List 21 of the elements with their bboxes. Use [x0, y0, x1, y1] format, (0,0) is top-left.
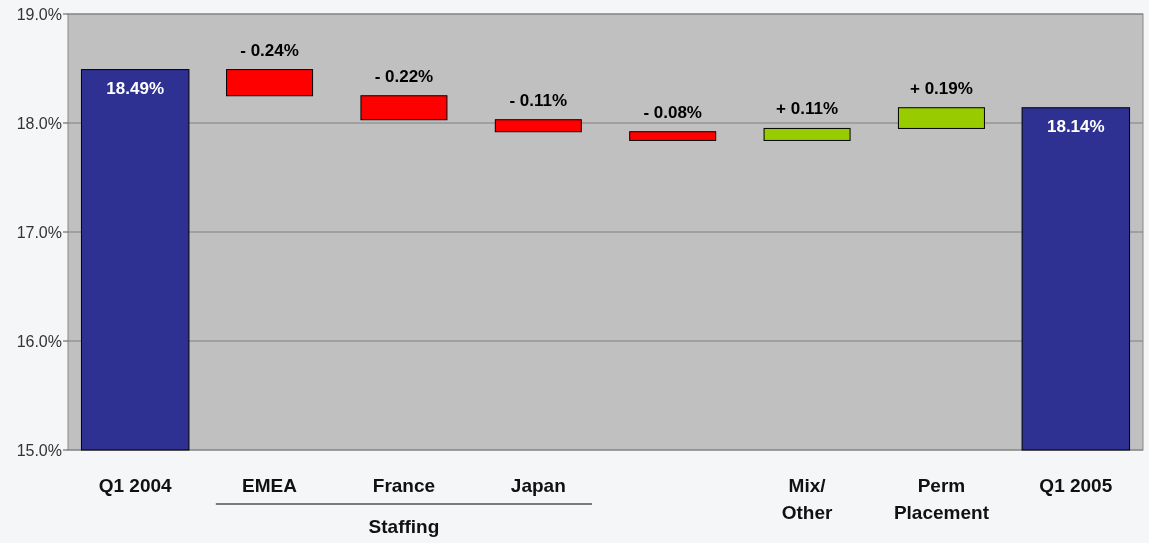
data-label: 18.49%	[106, 78, 165, 98]
y-tick-label: 18.0%	[16, 114, 62, 132]
data-label: - 0.11%	[509, 90, 568, 110]
y-tick-label: 17.0%	[16, 223, 62, 241]
data-label: - 0.22%	[374, 66, 434, 86]
y-tick-label: 15.0%	[16, 441, 62, 459]
x-tick-label: France	[372, 475, 436, 496]
x-tick-label: Q1 2004	[98, 475, 173, 496]
data-label: + 0.19%	[910, 78, 973, 98]
text: Staffing	[368, 516, 440, 537]
data-label: - 0.24%	[240, 40, 299, 60]
data-label: - 0.08%	[643, 102, 702, 122]
y-tick-label: 16.0%	[16, 332, 62, 350]
x-tick-label: Japan	[510, 475, 566, 496]
x-tick-label: Perm Placement	[893, 475, 990, 523]
data-label: + 0.11%	[776, 99, 839, 119]
y-tick-label: 19.0%	[16, 5, 62, 23]
x-tick-label: Mix/ Other	[781, 475, 833, 523]
x-tick-label: Q1 2005	[1039, 475, 1113, 496]
data-label: 18.14%	[1046, 116, 1105, 136]
x-tick-label: EMEA	[242, 475, 298, 496]
